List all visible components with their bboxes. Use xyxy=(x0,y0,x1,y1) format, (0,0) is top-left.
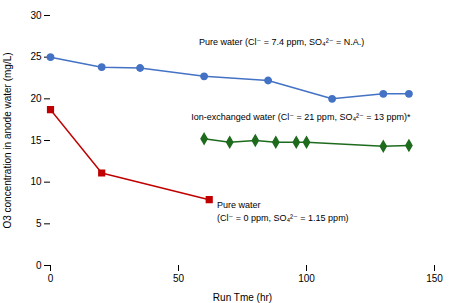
svg-text:0: 0 xyxy=(48,273,54,284)
svg-text:O3 concentration in anode wate: O3 concentration in anode water (mg/L) xyxy=(2,52,13,228)
svg-text:10: 10 xyxy=(30,176,42,187)
svg-text:5: 5 xyxy=(36,218,42,229)
svg-text:0: 0 xyxy=(36,260,42,271)
svg-text:15: 15 xyxy=(30,135,42,146)
svg-text:(Cl⁻ = 0 ppm, SO₄²⁻ = 1.15 ppm: (Cl⁻ = 0 ppm, SO₄²⁻ = 1.15 ppm) xyxy=(217,213,349,223)
svg-text:100: 100 xyxy=(298,273,315,284)
svg-text:Run Tme (hr): Run Tme (hr) xyxy=(213,292,272,303)
svg-text:50: 50 xyxy=(173,273,185,284)
svg-text:Ion-exchanged water (Cl⁻ = 21: Ion-exchanged water (Cl⁻ = 21 ppm, SO₄²⁻… xyxy=(191,112,411,122)
svg-text:30: 30 xyxy=(30,10,42,21)
svg-text:25: 25 xyxy=(30,51,42,62)
svg-text:Pure water: Pure water xyxy=(217,200,261,210)
svg-text:Pure water (Cl⁻ = 7.4 ppm, SO₄: Pure water (Cl⁻ = 7.4 ppm, SO₄²⁻ = N.A.) xyxy=(199,37,364,47)
svg-text:150: 150 xyxy=(426,273,443,284)
svg-text:20: 20 xyxy=(30,93,42,104)
